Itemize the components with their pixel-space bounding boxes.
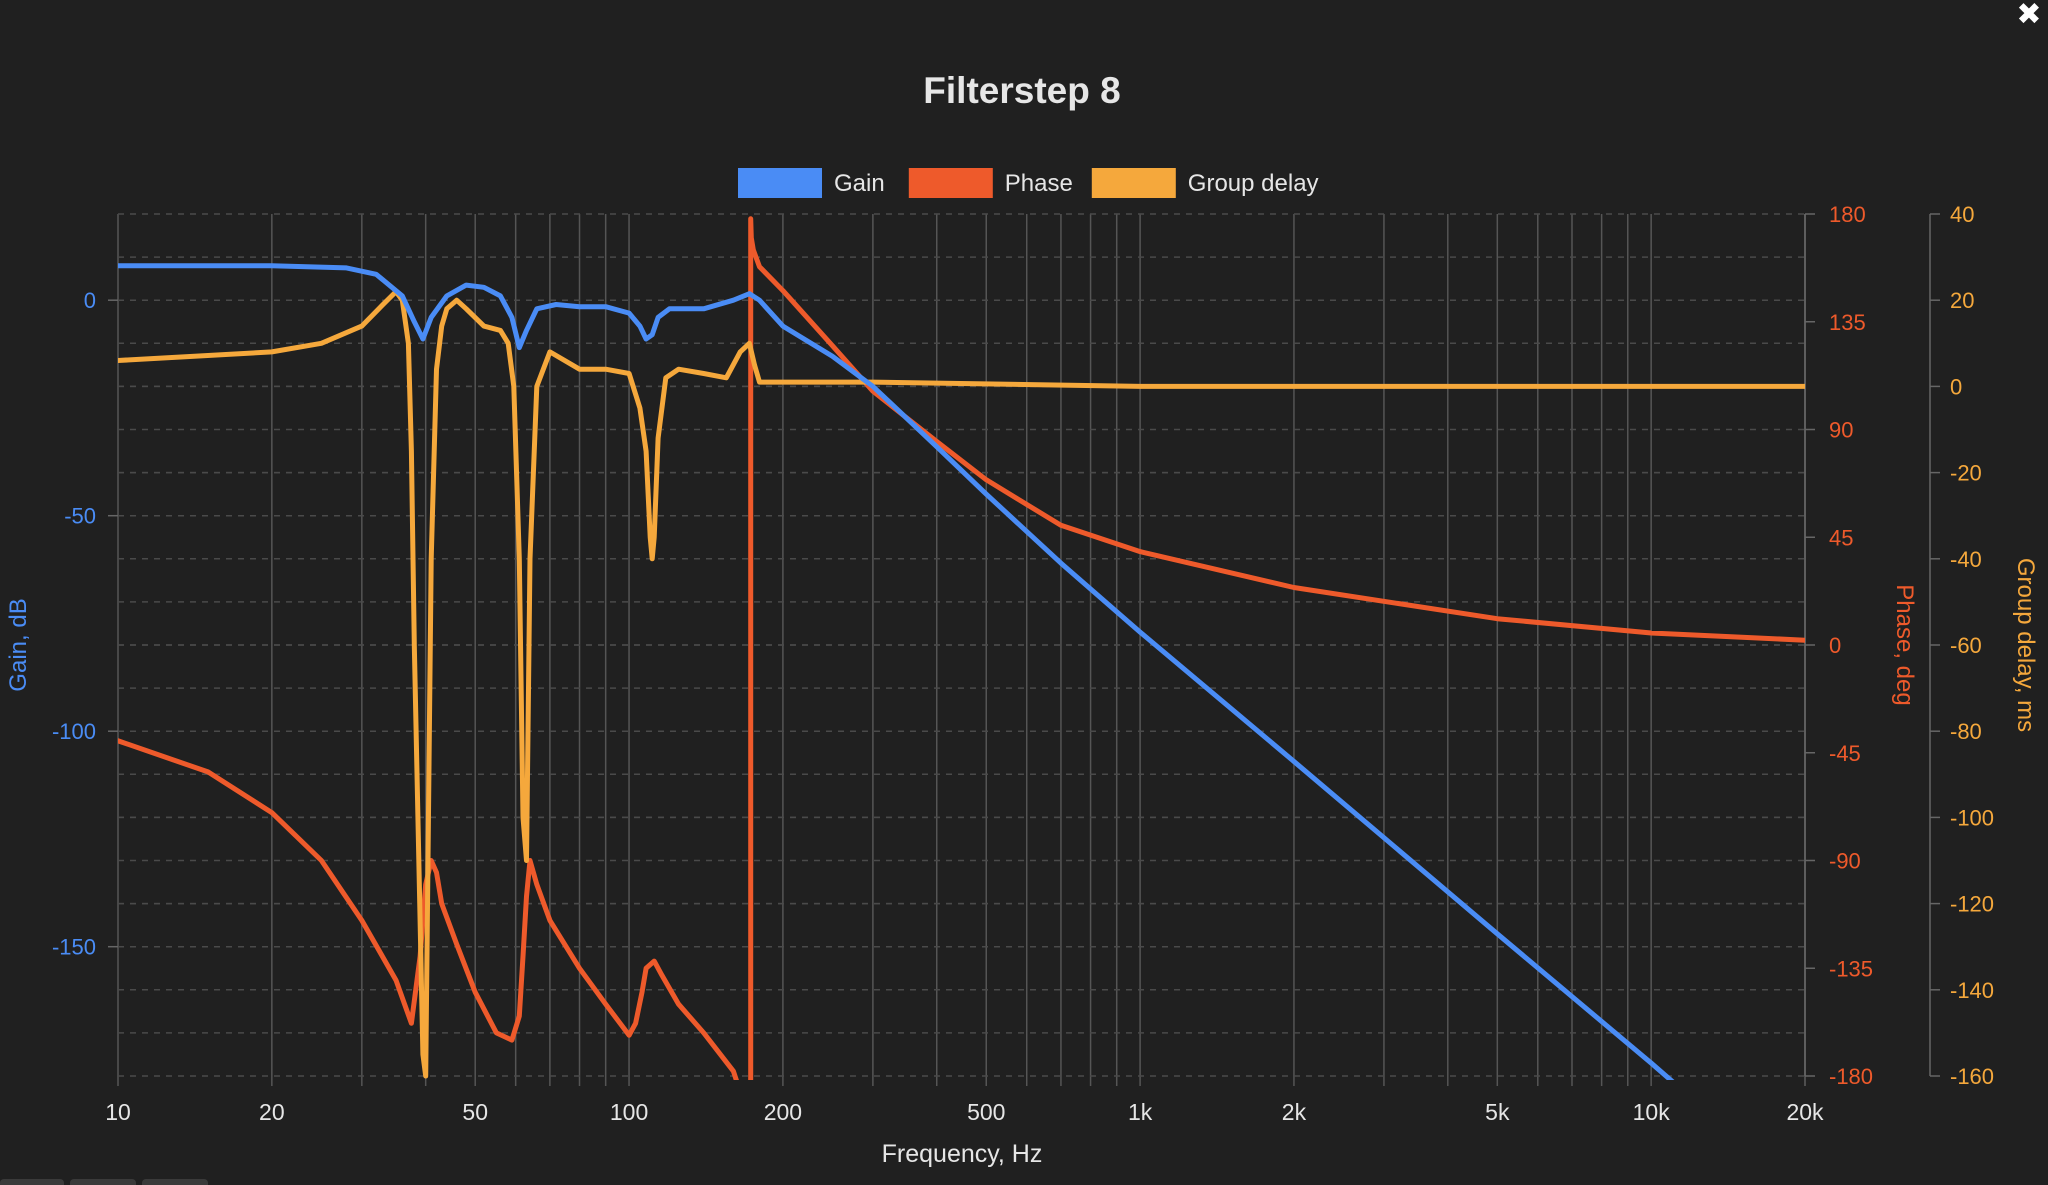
delay-tick-label: 0 (1950, 374, 1962, 399)
phase-tick-label: -45 (1829, 741, 1861, 766)
phase-tick-label: 180 (1829, 202, 1866, 227)
delay-tick-label: -40 (1950, 547, 1982, 572)
x-tick-label: 100 (610, 1099, 648, 1125)
legend-swatch (908, 168, 993, 198)
x-tick-label: 200 (764, 1099, 802, 1125)
delay-tick-label: 20 (1950, 288, 1974, 313)
phase-tick-label: -90 (1829, 849, 1861, 874)
x-tick-label: 50 (462, 1099, 488, 1125)
x-tick-label: 2k (1282, 1099, 1307, 1125)
x-tick-label: 10k (1633, 1099, 1671, 1125)
phase-tick-label: 90 (1829, 418, 1853, 443)
gain-tick-label: -100 (52, 719, 96, 744)
tab-stub-2[interactable] (70, 1179, 136, 1185)
delay-tick-label: -140 (1950, 978, 1994, 1003)
tab-stub-3[interactable] (142, 1179, 208, 1185)
x-tick-label: 10 (105, 1099, 131, 1125)
phase-tick-label: 0 (1829, 633, 1841, 658)
legend-swatch (1091, 168, 1176, 198)
delay-tick-label: -160 (1950, 1064, 1994, 1089)
x-tick-label: 20 (259, 1099, 285, 1125)
delay-tick-label: -120 (1950, 892, 1994, 917)
delay-tick-label: -100 (1950, 805, 1994, 830)
x-tick-label: 1k (1128, 1099, 1153, 1125)
delay-axis-label: Group delay, ms (2012, 558, 2039, 732)
delay-tick-label: -80 (1950, 719, 1982, 744)
phase-tick-label: -180 (1829, 1064, 1873, 1089)
close-icon[interactable]: ✖ (2016, 0, 2042, 32)
grid (117, 213, 1806, 1086)
legend-label: Gain (834, 170, 885, 197)
gain-axis-label: Gain, dB (5, 598, 32, 691)
legend-label: Phase (1005, 170, 1073, 197)
tab-stub-1[interactable] (0, 1179, 64, 1185)
series-line-phase (118, 216, 1805, 1080)
chart-title: Filterstep 8 (923, 70, 1120, 111)
phase-tick-label: 135 (1829, 310, 1866, 335)
phase-axis-label: Phase, deg (1891, 584, 1918, 705)
axes: 0 -50 -100 -150 Gain, dB 180 135 90 45 0 -45 -90 -13… (5, 202, 2039, 1125)
plot-area (118, 216, 1805, 1080)
delay-tick-label: 40 (1950, 202, 1974, 227)
phase-tick-label: 45 (1829, 525, 1853, 550)
legend-swatch (738, 168, 822, 198)
gain-tick-label: -50 (64, 504, 96, 529)
delay-tick-label: -20 (1950, 461, 1982, 486)
x-axis-label: Frequency, Hz (882, 1140, 1043, 1168)
delay-tick-label: -60 (1950, 633, 1982, 658)
series-line-group-delay (118, 289, 1805, 1079)
legend-label: Group delay (1188, 170, 1319, 197)
series-line-gain (118, 263, 1675, 1080)
gain-tick-label: -150 (52, 935, 96, 960)
x-tick-label: 500 (967, 1099, 1005, 1125)
legend: Gain Phase Group delay (738, 168, 1319, 198)
x-tick-label: 20k (1786, 1099, 1824, 1125)
x-tick-label: 5k (1485, 1099, 1510, 1125)
phase-tick-label: -135 (1829, 956, 1873, 981)
gain-tick-label: 0 (84, 288, 96, 313)
